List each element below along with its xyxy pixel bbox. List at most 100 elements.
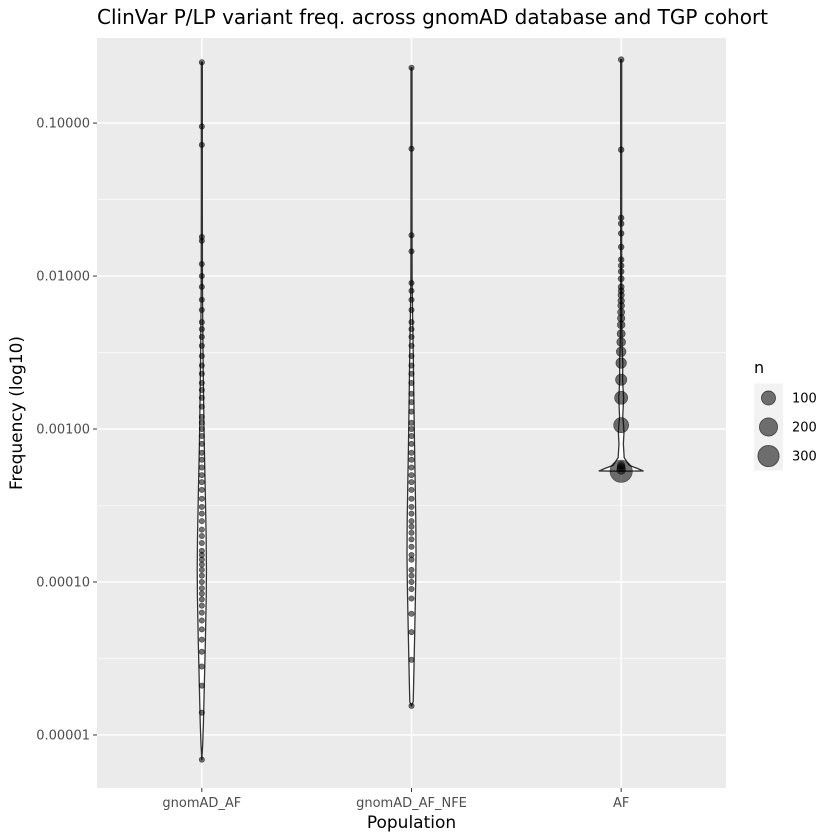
data-point-gnomAD_AF_NFE	[408, 536, 415, 543]
point-layer	[198, 56, 633, 763]
data-point-gnomAD_AF	[198, 234, 205, 241]
data-point-gnomAD_AF	[198, 260, 205, 267]
data-point-gnomAD_AF_NFE	[408, 518, 415, 525]
data-point-AF	[617, 283, 625, 291]
data-point-gnomAD_AF	[198, 333, 205, 340]
data-point-gnomAD_AF	[198, 419, 205, 426]
data-point-gnomAD_AF_NFE	[408, 629, 415, 636]
data-point-gnomAD_AF	[198, 449, 205, 456]
data-point-gnomAD_AF	[198, 648, 205, 655]
data-point-AF	[614, 390, 629, 405]
data-point-gnomAD_AF_NFE	[408, 656, 415, 663]
data-point-gnomAD_AF_NFE	[408, 472, 415, 479]
x-axis-title: Population	[367, 813, 456, 833]
legend-key-circle	[761, 390, 776, 406]
data-point-gnomAD_AF_NFE	[408, 595, 415, 602]
data-point-gnomAD_AF_NFE	[408, 543, 415, 550]
data-point-gnomAD_AF_NFE	[408, 449, 415, 456]
y-tick-label: 0.00010	[36, 575, 90, 590]
data-point-gnomAD_AF_NFE	[408, 248, 415, 255]
data-point-gnomAD_AF	[198, 464, 205, 471]
data-point-gnomAD_AF	[198, 617, 205, 624]
data-point-gnomAD_AF_NFE	[408, 419, 415, 426]
data-point-gnomAD_AF	[198, 296, 205, 303]
data-point-gnomAD_AF	[198, 510, 205, 517]
data-point-gnomAD_AF	[198, 572, 205, 579]
data-point-gnomAD_AF	[198, 379, 205, 386]
data-point-gnomAD_AF	[198, 585, 205, 592]
data-point-gnomAD_AF	[198, 413, 205, 420]
data-point-AF	[617, 461, 626, 470]
data-point-AF	[617, 308, 626, 317]
data-point-gnomAD_AF	[198, 456, 205, 463]
data-point-gnomAD_AF_NFE	[408, 353, 415, 360]
data-point-gnomAD_AF	[198, 440, 205, 447]
data-point-gnomAD_AF_NFE	[408, 464, 415, 471]
data-point-gnomAD_AF	[198, 486, 205, 493]
data-point-gnomAD_AF_NFE	[408, 529, 415, 536]
data-point-gnomAD_AF	[198, 532, 205, 539]
data-point-gnomAD_AF_NFE	[408, 326, 415, 333]
data-point-gnomAD_AF	[198, 326, 205, 333]
data-point-gnomAD_AF	[198, 426, 205, 433]
legend-label: 300	[792, 450, 817, 465]
data-point-gnomAD_AF	[198, 539, 205, 546]
data-point-gnomAD_AF	[198, 663, 205, 670]
data-point-AF	[617, 262, 625, 269]
data-point-gnomAD_AF_NFE	[408, 433, 415, 440]
data-point-AF	[615, 373, 628, 386]
data-point-gnomAD_AF	[198, 609, 205, 616]
data-point-gnomAD_AF	[198, 518, 205, 525]
data-point-gnomAD_AF	[198, 342, 205, 349]
data-point-gnomAD_AF	[198, 626, 205, 633]
data-point-AF	[617, 214, 625, 222]
y-axis: 0.10000 0.01000 0.00100 0.00010 0.00001	[36, 117, 97, 743]
data-point-gnomAD_AF_NFE	[408, 64, 415, 71]
data-point-gnomAD_AF	[198, 59, 205, 66]
data-point-gnomAD_AF_NFE	[408, 585, 415, 592]
data-point-gnomAD_AF	[198, 386, 205, 393]
y-axis-title: Frequency (log10)	[7, 336, 27, 490]
data-point-gnomAD_AF_NFE	[408, 486, 415, 493]
data-point-gnomAD_AF_NFE	[408, 370, 415, 377]
data-point-gnomAD_AF_NFE	[408, 495, 415, 502]
chart-title: ClinVar P/LP variant freq. across gnomAD…	[97, 5, 768, 29]
data-point-gnomAD_AF_NFE	[408, 566, 415, 573]
data-point-gnomAD_AF	[198, 561, 205, 568]
legend-items: 100 200 300	[754, 383, 817, 471]
data-point-gnomAD_AF	[198, 319, 205, 326]
data-point-gnomAD_AF_NFE	[408, 399, 415, 406]
data-point-gnomAD_AF	[198, 472, 205, 479]
data-point-gnomAD_AF	[198, 306, 205, 313]
data-point-AF	[617, 220, 625, 227]
data-point-gnomAD_AF_NFE	[408, 232, 415, 239]
data-point-AF	[617, 275, 625, 283]
data-point-gnomAD_AF	[198, 590, 205, 597]
x-tick-label: AF	[613, 796, 629, 811]
data-point-AF	[617, 243, 625, 251]
data-point-gnomAD_AF	[198, 370, 205, 377]
data-point-gnomAD_AF_NFE	[408, 479, 415, 486]
data-point-gnomAD_AF	[198, 636, 205, 643]
data-point-gnomAD_AF_NFE	[408, 145, 415, 152]
data-point-AF	[615, 346, 627, 357]
data-point-AF	[617, 56, 625, 63]
data-point-gnomAD_AF_NFE	[408, 333, 415, 340]
data-point-AF	[617, 146, 625, 153]
data-point-AF	[615, 357, 627, 369]
data-point-gnomAD_AF_NFE	[408, 610, 415, 617]
data-point-gnomAD_AF_NFE	[408, 280, 415, 287]
data-point-gnomAD_AF_NFE	[408, 379, 415, 386]
data-point-gnomAD_AF_NFE	[408, 456, 415, 463]
data-point-AF	[613, 417, 630, 434]
y-tick-label: 0.01000	[36, 270, 90, 285]
x-axis: gnomAD_AF gnomAD_AF_NFE AF	[162, 788, 629, 811]
data-point-gnomAD_AF	[198, 578, 205, 585]
data-point-AF	[616, 329, 626, 339]
data-point-gnomAD_AF_NFE	[408, 306, 415, 313]
data-point-gnomAD_AF	[198, 495, 205, 502]
data-point-gnomAD_AF	[198, 403, 205, 410]
data-point-gnomAD_AF_NFE	[408, 287, 415, 294]
